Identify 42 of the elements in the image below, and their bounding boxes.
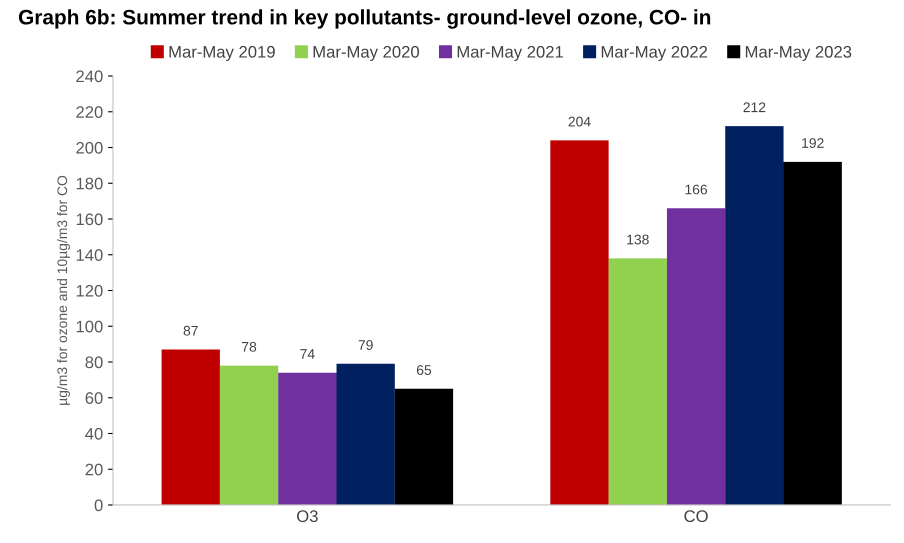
y-tick-label: 180 <box>76 178 103 190</box>
bar <box>784 162 842 505</box>
y-tick-label: 20 <box>86 464 103 476</box>
bar <box>666 208 726 505</box>
legend-label: Mar-May 2021 <box>458 46 563 62</box>
data-label: 65 <box>416 365 432 375</box>
data-label: 78 <box>242 342 256 352</box>
data-label: 87 <box>184 326 198 336</box>
y-tick-label: 0 <box>94 499 103 512</box>
data-label: 166 <box>686 184 708 194</box>
y-tick-label: 80 <box>85 356 103 368</box>
bar <box>725 126 784 505</box>
y-axis-title: µg/m3 for ozone and 10µg/m3 for CO <box>56 176 70 405</box>
data-label: 138 <box>627 234 649 244</box>
bar <box>162 349 220 505</box>
y-tick-label: 220 <box>76 106 103 118</box>
bar <box>394 388 454 505</box>
y-tick-label: 120 <box>76 284 103 297</box>
y-tick-label: 140 <box>76 249 103 261</box>
bar <box>608 258 667 505</box>
y-tick-label: 160 <box>76 213 103 226</box>
y-tick-label: 40 <box>85 428 103 440</box>
x-tick-label: O3 <box>297 510 318 522</box>
chart-title: Graph 6b: Summer trend in key pollutants- ground-level ozone, CO- in <box>18 9 710 29</box>
legend-label: Mar-May 2019 <box>169 46 275 62</box>
legend-label: Mar-May 2022 <box>602 46 708 62</box>
legend-label: Mar-May 2020 <box>314 46 420 62</box>
bar <box>550 140 609 505</box>
y-tick-label: 100 <box>76 320 103 332</box>
y-tick-label: 240 <box>76 70 103 82</box>
data-label: 79 <box>358 340 373 350</box>
x-tick-label: CO <box>684 510 708 522</box>
data-label: 74 <box>300 349 315 359</box>
data-label: 192 <box>802 138 824 148</box>
data-label: 204 <box>568 116 591 127</box>
legend-label: Mar-May 2023 <box>746 46 852 62</box>
y-tick-label: 60 <box>86 392 103 404</box>
bar <box>220 366 278 505</box>
bar <box>336 364 395 505</box>
y-tick-label: 200 <box>76 142 103 154</box>
data-label: 212 <box>744 102 766 112</box>
bar <box>278 372 337 505</box>
